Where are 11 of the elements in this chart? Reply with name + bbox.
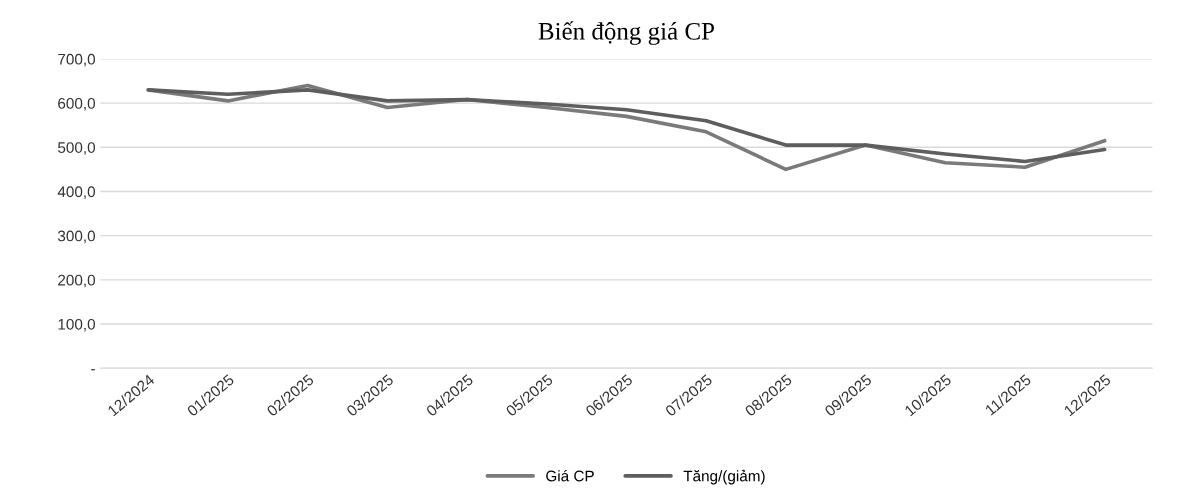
chart-title: Biến động giá CP [538,21,714,45]
y-tick-label: 300,0 [57,230,96,244]
y-tick-label: 400,0 [57,186,96,199]
legend-label: Giá CP [546,470,594,482]
y-tick-label: 600,0 [58,97,96,111]
y-tick-label: 700,0 [58,53,96,67]
y-tick-label: 100,0 [58,318,96,332]
legend-label: Tăng/(giảm) [683,469,765,485]
y-tick-label: - [91,369,95,371]
y-tick-label: 200,0 [58,274,96,288]
y-tick-label: 500,0 [57,142,96,155]
